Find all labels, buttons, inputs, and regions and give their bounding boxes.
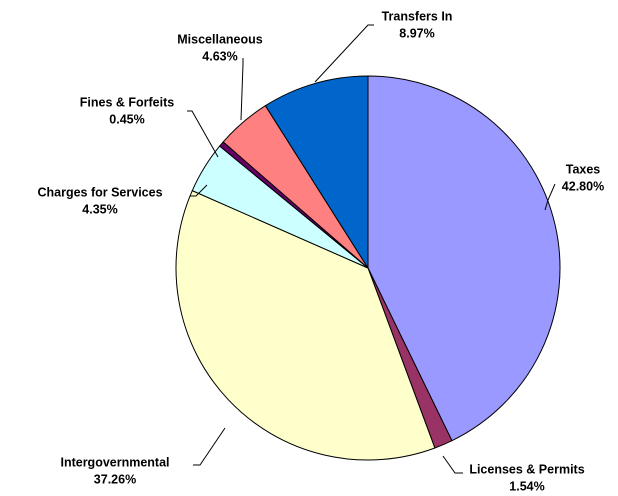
slice-value-label: 4.35%: [82, 202, 117, 216]
leader-line: [314, 24, 374, 83]
slice-label: Taxes: [566, 162, 601, 176]
leader-line: [187, 110, 219, 158]
slice-value-label: 37.26%: [94, 472, 136, 486]
slice-value-label: 4.63%: [202, 49, 237, 63]
slice-label: Intergovernmental: [60, 455, 169, 469]
slice-value-label: 8.97%: [399, 26, 434, 40]
pie-slice: [264, 75, 369, 270]
pie-slice: [367, 75, 561, 442]
slice-value-label: 0.45%: [109, 112, 144, 126]
slice-value-label: 42.80%: [562, 179, 604, 193]
slice-label: Licenses & Permits: [469, 462, 584, 476]
leader-line: [240, 58, 244, 121]
pie-slice: [175, 189, 436, 461]
slice-label: Charges for Services: [37, 185, 162, 199]
leader-line: [193, 427, 226, 466]
slice-label: Fines & Forfeits: [80, 95, 175, 109]
leader-line: [442, 455, 463, 474]
slice-label: Transfers In: [382, 9, 453, 23]
leader-line: [544, 183, 556, 211]
leader-line: [190, 184, 208, 197]
slice-label: Miscellaneous: [177, 32, 262, 46]
slice-value-label: 1.54%: [509, 479, 544, 493]
